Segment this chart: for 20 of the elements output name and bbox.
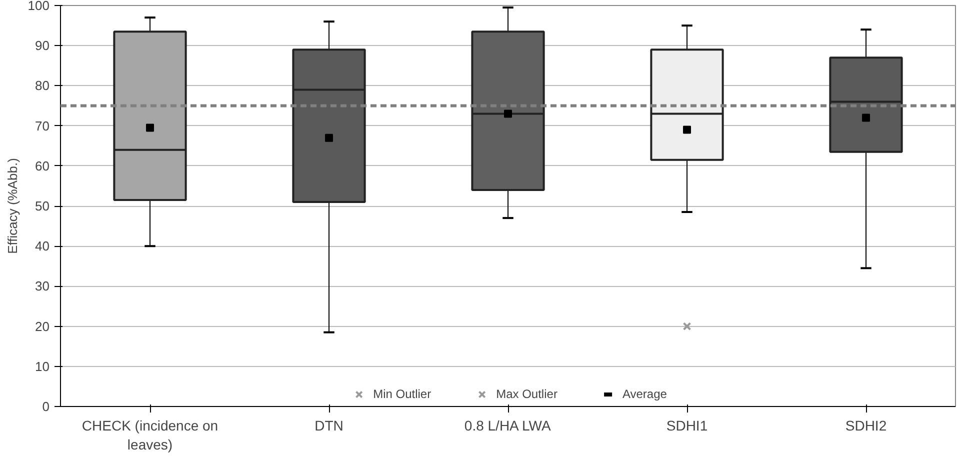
y-tick-label: 70: [35, 118, 50, 134]
y-tick-label: 60: [35, 158, 50, 174]
y-tick-label: 100: [28, 0, 50, 13]
y-tick-label: 40: [35, 238, 50, 254]
x-tick-label: CHECK (incidence on leaves): [82, 418, 218, 453]
y-tick-label: 50: [35, 198, 50, 214]
x-tick-label: SDHI1: [666, 418, 708, 434]
y-tick-label: 0: [42, 399, 50, 414]
legend-label: Average: [622, 387, 667, 401]
x-tick-label: SDHI2: [845, 418, 887, 434]
y-tick-label: 20: [35, 318, 50, 334]
y-tick-label: 10: [35, 358, 50, 374]
x-tick-label: 0.8 L/HA LWA: [464, 418, 552, 434]
y-tick-label: 90: [35, 38, 50, 54]
y-tick-label: 30: [35, 278, 50, 294]
legend-label: Max Outlier: [496, 387, 558, 401]
legend-label: Min Outlier: [373, 387, 432, 401]
y-tick-label: 80: [35, 78, 50, 94]
x-tick-label: DTN: [314, 418, 344, 434]
y-axis-title: Efficacy (%Abb.): [4, 158, 20, 254]
